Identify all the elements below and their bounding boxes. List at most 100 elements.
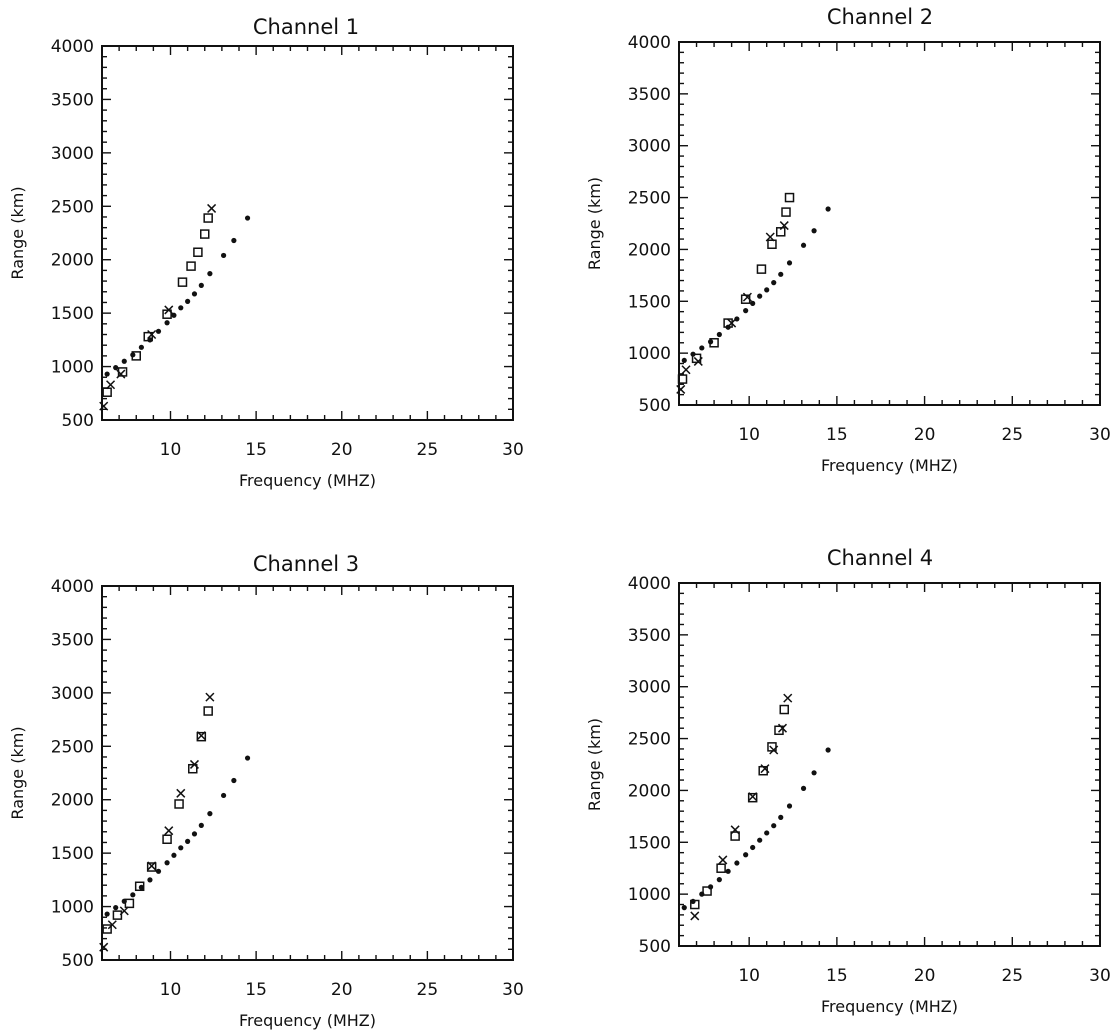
data-point-dot [825, 747, 831, 753]
data-point-square [134, 881, 145, 892]
data-point-square [162, 834, 172, 845]
data-point-dot [786, 260, 793, 266]
x-tick-label: 15 [245, 980, 267, 1000]
data-point-square [188, 763, 198, 774]
y-tick-label: 1000 [51, 358, 94, 378]
y-tick-label: 1500 [628, 292, 671, 312]
y-tick-label: 4000 [51, 577, 94, 597]
data-point-dot [750, 844, 756, 851]
data-point-square [784, 192, 795, 203]
data-point-dot [220, 252, 227, 259]
x-tick-label: 25 [1001, 966, 1023, 986]
chart-title: Channel 1 [253, 15, 359, 39]
x-axis-label: Frequency (MHZ) [821, 456, 958, 475]
data-point-dot [725, 868, 731, 874]
plot-frame [678, 582, 1101, 947]
y-axis-label: Range (km) [585, 718, 604, 811]
data-point-square [774, 725, 784, 736]
x-tick-label: 20 [914, 966, 936, 986]
x-tick-label: 25 [1001, 425, 1023, 445]
x-tick-label: 10 [160, 980, 182, 1000]
data-point-x [760, 764, 770, 774]
data-point-x [718, 855, 728, 865]
data-point-square [767, 239, 777, 249]
data-point-dot [155, 868, 162, 874]
data-point-x [207, 203, 217, 213]
data-point-dot [130, 892, 136, 898]
data-point-square [143, 331, 153, 342]
data-point-square [131, 351, 141, 361]
data-point-x [693, 356, 703, 366]
chart-title: Channel 3 [253, 552, 359, 576]
y-tick-label: 3000 [628, 678, 671, 698]
data-point-x [164, 826, 174, 836]
data-point-square [747, 792, 758, 803]
data-point-dot [171, 852, 177, 858]
y-tick-label: 2000 [628, 781, 671, 801]
plot-frame [101, 45, 514, 421]
y-tick-label: 3000 [51, 684, 94, 704]
data-point-dot [734, 316, 740, 322]
x-axis-label: Frequency (MHZ) [239, 1011, 376, 1030]
data-point-square [702, 886, 712, 896]
data-point-square [146, 862, 157, 872]
data-point-dot [786, 803, 793, 809]
y-tick-label: 1500 [51, 304, 94, 324]
x-tick-label: 30 [502, 440, 524, 460]
data-point-dot [198, 282, 204, 288]
data-point-square [174, 799, 184, 809]
data-point-square [203, 213, 213, 223]
data-point-x [748, 792, 758, 802]
chart-panel-1: Channel 1 10 15 20 25 30 500 1000 1500 2000 2500 30… [8, 15, 524, 490]
data-point-dot [716, 877, 722, 883]
y-tick-label: 3500 [51, 90, 94, 110]
data-point-square [162, 309, 172, 319]
data-point-x [205, 692, 215, 702]
data-point-x [681, 365, 691, 375]
plot-frame [678, 41, 1101, 406]
data-point-dot [191, 831, 198, 837]
data-point-dot [764, 287, 770, 293]
data-point-dot [231, 237, 237, 244]
data-point-dot [147, 877, 153, 883]
data-point-x [777, 723, 788, 733]
data-point-dot [743, 308, 749, 314]
data-point-square [112, 910, 123, 920]
data-point-square [690, 899, 700, 910]
x-tick-label: 30 [1089, 966, 1111, 986]
data-point-dot [104, 371, 110, 377]
data-point-square [781, 207, 791, 217]
data-point-square [779, 704, 789, 715]
data-point-x [189, 759, 200, 769]
data-point-square [102, 387, 112, 397]
y-tick-label: 2500 [51, 737, 94, 757]
data-point-dot [220, 792, 227, 799]
data-point-dot [778, 271, 784, 277]
data-point-square [124, 898, 135, 909]
x-tick-label: 30 [1089, 425, 1111, 445]
data-point-dot [734, 860, 740, 866]
data-point-dot [164, 320, 170, 326]
data-point-dot [104, 911, 110, 917]
x-tick-label: 10 [738, 425, 760, 445]
data-point-square [775, 227, 786, 237]
data-point-dot [681, 905, 687, 911]
data-point-x [106, 380, 116, 390]
data-point-dot [800, 785, 807, 791]
data-point-x [742, 292, 752, 302]
data-point-dot [757, 293, 763, 299]
data-point-x [164, 305, 174, 315]
y-tick-label: 2000 [51, 791, 94, 811]
data-point-dot [178, 305, 184, 311]
data-point-x [99, 401, 109, 411]
data-point-square [677, 374, 688, 384]
data-point-square [196, 731, 207, 742]
data-point-dot [185, 838, 191, 844]
data-point-square [102, 924, 112, 934]
data-point-dot [113, 365, 119, 371]
data-point-x [176, 788, 186, 798]
chart-panel-4: Channel 4 10 15 20 25 30 500 1000 1500 2000 2500 30… [585, 546, 1111, 1016]
data-point-x [690, 911, 700, 921]
x-tick-label: 20 [331, 440, 353, 460]
